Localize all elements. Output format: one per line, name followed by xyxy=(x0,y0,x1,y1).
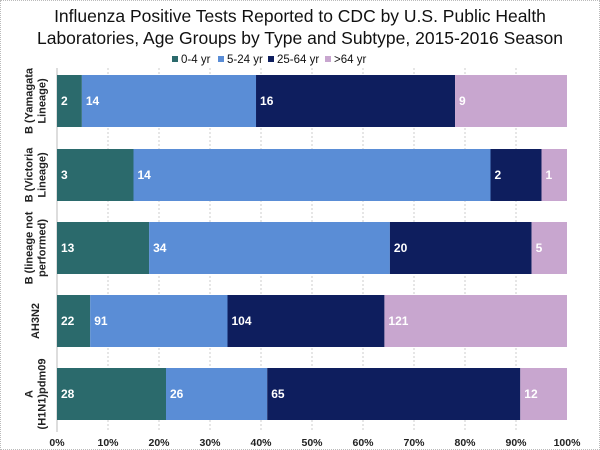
bar-segment xyxy=(227,295,385,347)
bar-segment xyxy=(267,368,521,420)
category-label: AH3N2 xyxy=(30,303,42,339)
bar-segment xyxy=(57,222,150,274)
bar-segment xyxy=(166,368,268,420)
x-tick-label: 80% xyxy=(454,437,476,449)
data-label: 2 xyxy=(495,168,502,182)
x-tick-label: 100% xyxy=(554,437,582,449)
category-label-line: performed) xyxy=(37,219,49,277)
data-label: 121 xyxy=(388,314,408,328)
bar-segment xyxy=(531,222,567,274)
bar-segment xyxy=(541,149,567,201)
legend-swatch xyxy=(325,56,331,62)
data-label: 2 xyxy=(61,94,68,108)
data-label: 26 xyxy=(170,387,184,401)
data-label: 12 xyxy=(524,387,538,401)
data-label: 91 xyxy=(94,314,108,328)
category-label-line: A xyxy=(24,390,36,398)
data-label: 13 xyxy=(61,241,75,255)
category-label: B (lineage notperformed) xyxy=(24,211,49,284)
chart-title-line: Laboratories, Age Groups by Type and Sub… xyxy=(37,28,563,48)
legend-label: 5-24 yr xyxy=(227,54,263,66)
category-label-line: (H1N1)pdm09 xyxy=(37,359,49,430)
x-tick-label: 90% xyxy=(505,437,527,449)
bar-segment xyxy=(90,295,228,347)
x-tick-label: 10% xyxy=(97,437,119,449)
category-label-line: B (Victoria xyxy=(24,147,36,203)
data-label: 14 xyxy=(138,168,152,182)
data-label: 9 xyxy=(459,94,466,108)
data-label: 28 xyxy=(61,387,75,401)
data-label: 104 xyxy=(232,314,252,328)
bar-segment xyxy=(520,368,567,420)
category-label-line: Lineage) xyxy=(37,152,49,198)
x-tick-label: 0% xyxy=(49,437,65,449)
x-tick-label: 30% xyxy=(199,437,221,449)
data-label: 1 xyxy=(546,168,553,182)
data-label: 22 xyxy=(61,314,75,328)
bar-segment xyxy=(490,149,542,201)
bar-segment xyxy=(149,222,390,274)
bar-segment xyxy=(389,222,532,274)
x-tick-label: 40% xyxy=(250,437,272,449)
data-label: 34 xyxy=(153,241,167,255)
bar-segment xyxy=(384,295,567,347)
legend-label: >64 yr xyxy=(334,54,366,66)
bar-segment xyxy=(57,295,91,347)
bar-segment xyxy=(133,149,491,201)
legend-label: 0-4 yr xyxy=(181,54,211,66)
bar-segment xyxy=(57,368,167,420)
data-label: 65 xyxy=(271,387,285,401)
data-label: 14 xyxy=(86,94,100,108)
category-label: B (YamagataLineage) xyxy=(24,67,49,134)
bar-segment xyxy=(57,149,134,201)
category-label-line: B (Yamagata xyxy=(24,67,36,134)
data-label: 5 xyxy=(536,241,543,255)
data-label: 20 xyxy=(394,241,408,255)
category-label-line: AH3N2 xyxy=(30,303,42,339)
category-label-line: Lineage) xyxy=(37,78,49,124)
category-label-line: B (lineage not xyxy=(24,211,36,284)
chart-title-line: Influenza Positive Tests Reported to CDC… xyxy=(54,6,546,26)
legend-label: 25-64 yr xyxy=(277,54,319,66)
category-label: A(H1N1)pdm09 xyxy=(24,359,49,430)
data-label: 16 xyxy=(260,94,274,108)
data-label: 3 xyxy=(61,168,68,182)
bar-segment xyxy=(256,75,456,127)
category-label: B (VictoriaLineage) xyxy=(24,147,49,203)
x-tick-label: 70% xyxy=(403,437,425,449)
legend-swatch xyxy=(218,56,224,62)
bar-segment xyxy=(455,75,567,127)
bar-segment xyxy=(57,75,82,127)
legend-swatch xyxy=(268,56,274,62)
bar-segment xyxy=(81,75,257,127)
legend-swatch xyxy=(172,56,178,62)
x-tick-label: 50% xyxy=(301,437,323,449)
x-tick-label: 60% xyxy=(352,437,374,449)
x-tick-label: 20% xyxy=(148,437,170,449)
